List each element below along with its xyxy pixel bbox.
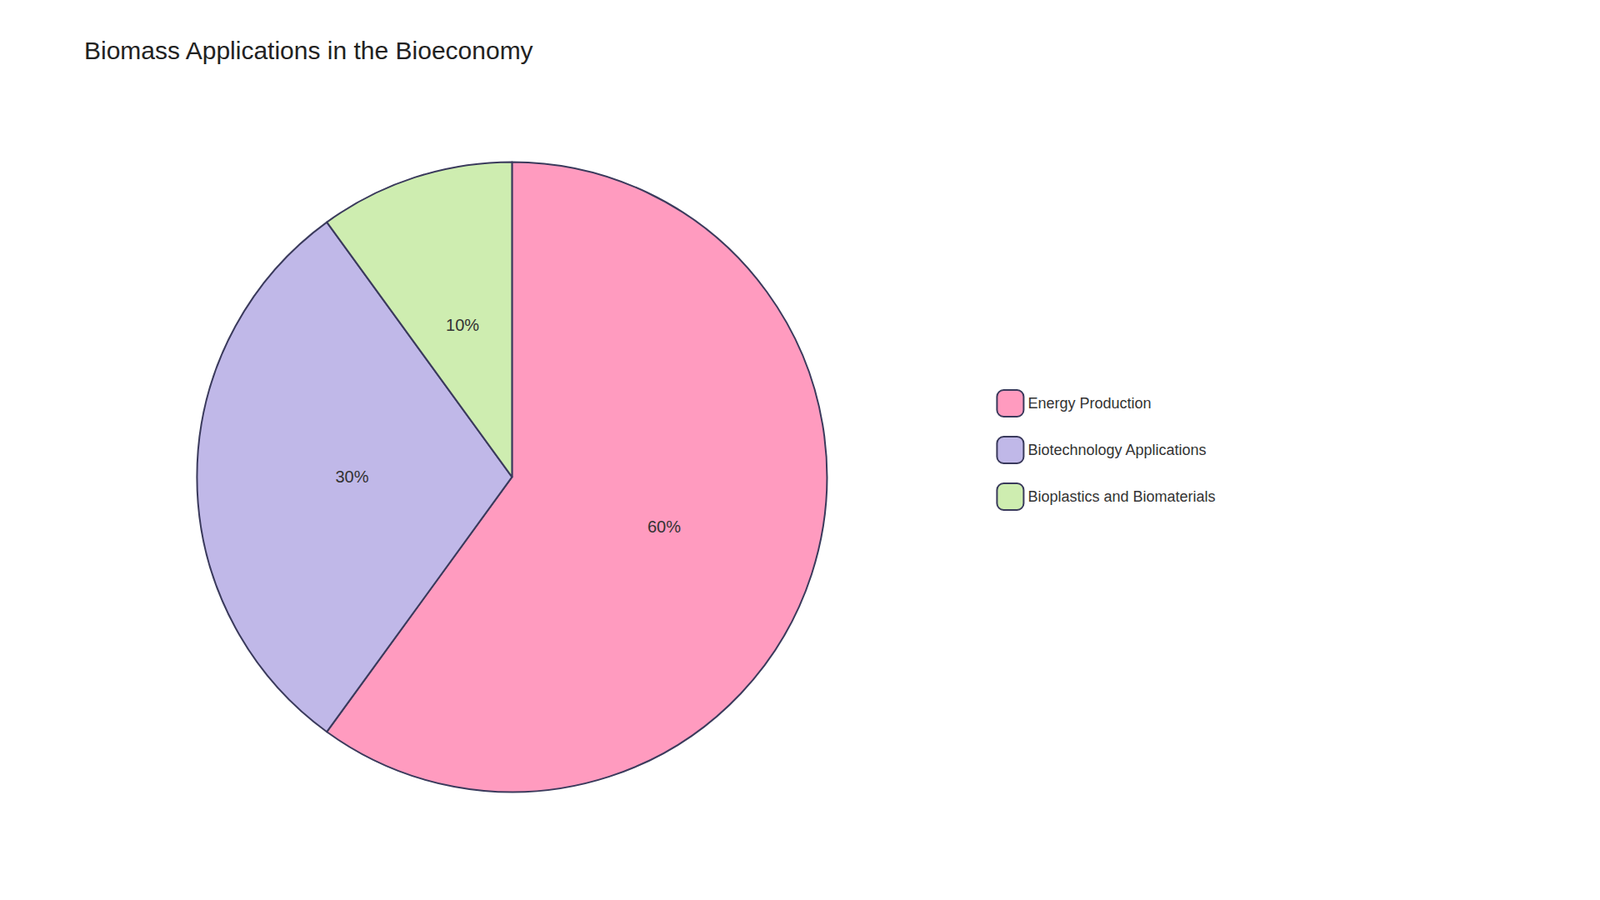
svg-text:60%: 60% (647, 517, 681, 536)
svg-text:10%: 10% (445, 315, 480, 335)
svg-text:Biomass Applications in the Bi: Biomass Applications in the Bioeconomy (84, 36, 534, 65)
svg-text:Bioplastics and Biomaterials: Bioplastics and Biomaterials (1027, 488, 1215, 505)
svg-text:Biotechnology Applications: Biotechnology Applications (1027, 441, 1206, 459)
svg-text:30%: 30% (335, 467, 369, 486)
svg-text:Energy Production: Energy Production (1027, 395, 1151, 412)
